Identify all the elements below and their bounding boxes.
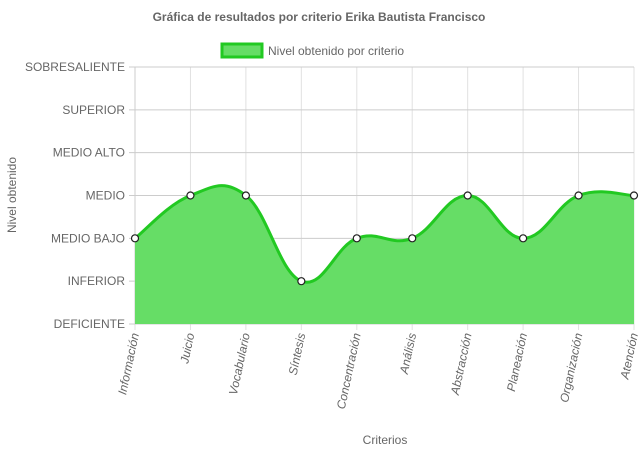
legend-label: Nivel obtenido por criterio [268, 44, 404, 58]
y-tick-label: INFERIOR [68, 274, 126, 288]
y-tick-label: SOBRESALIENTE [25, 60, 125, 74]
data-point-5[interactable] [352, 234, 361, 243]
legend-swatch [220, 42, 264, 59]
data-point-9[interactable] [574, 191, 583, 200]
x-tick-label: Organización [557, 331, 585, 403]
x-tick-label: Juicio [177, 331, 197, 365]
x-tick-label: Atención [617, 331, 639, 381]
y-axis-title: Nivel obtenido [5, 157, 19, 233]
series-line [134, 184, 635, 284]
data-point-8[interactable] [519, 234, 528, 243]
data-point-1[interactable] [130, 234, 140, 243]
data-point-3[interactable] [241, 191, 250, 200]
x-axis: Información Juicio Vocabulario Síntesis Conc… [115, 331, 639, 410]
chart-title: Gráfica de resultados por criterio Erika… [153, 10, 486, 24]
y-tick-label: SUPERIOR [62, 103, 125, 117]
x-tick-label: Abstracción [448, 331, 475, 397]
y-tick-label: MEDIO BAJO [51, 231, 125, 245]
data-point-10[interactable] [629, 191, 639, 200]
x-tick-label: Análisis [397, 332, 420, 376]
data-point-4[interactable] [297, 277, 306, 286]
x-tick-label: Síntesis [286, 332, 309, 377]
x-axis-title: Criterios [363, 433, 408, 447]
y-axis: DEFICIENTE INFERIOR MEDIO BAJO MEDIO MEDIO A… [25, 60, 125, 331]
y-tick-label: MEDIO [86, 189, 125, 203]
plot-area [130, 184, 639, 324]
x-tick-label: Información [115, 331, 142, 396]
x-tick-label: Planeación [504, 331, 530, 392]
y-tick-label: DEFICIENTE [54, 317, 125, 331]
x-tick-label: Concentración [334, 331, 364, 410]
series-area [135, 185, 634, 324]
data-point-2[interactable] [186, 191, 195, 200]
legend[interactable]: Nivel obtenido por criterio [220, 42, 404, 59]
y-tick-label: MEDIO ALTO [53, 146, 125, 160]
x-tick-label: Vocabulario [226, 331, 253, 396]
data-point-7[interactable] [463, 191, 472, 200]
data-point-6[interactable] [408, 234, 417, 243]
